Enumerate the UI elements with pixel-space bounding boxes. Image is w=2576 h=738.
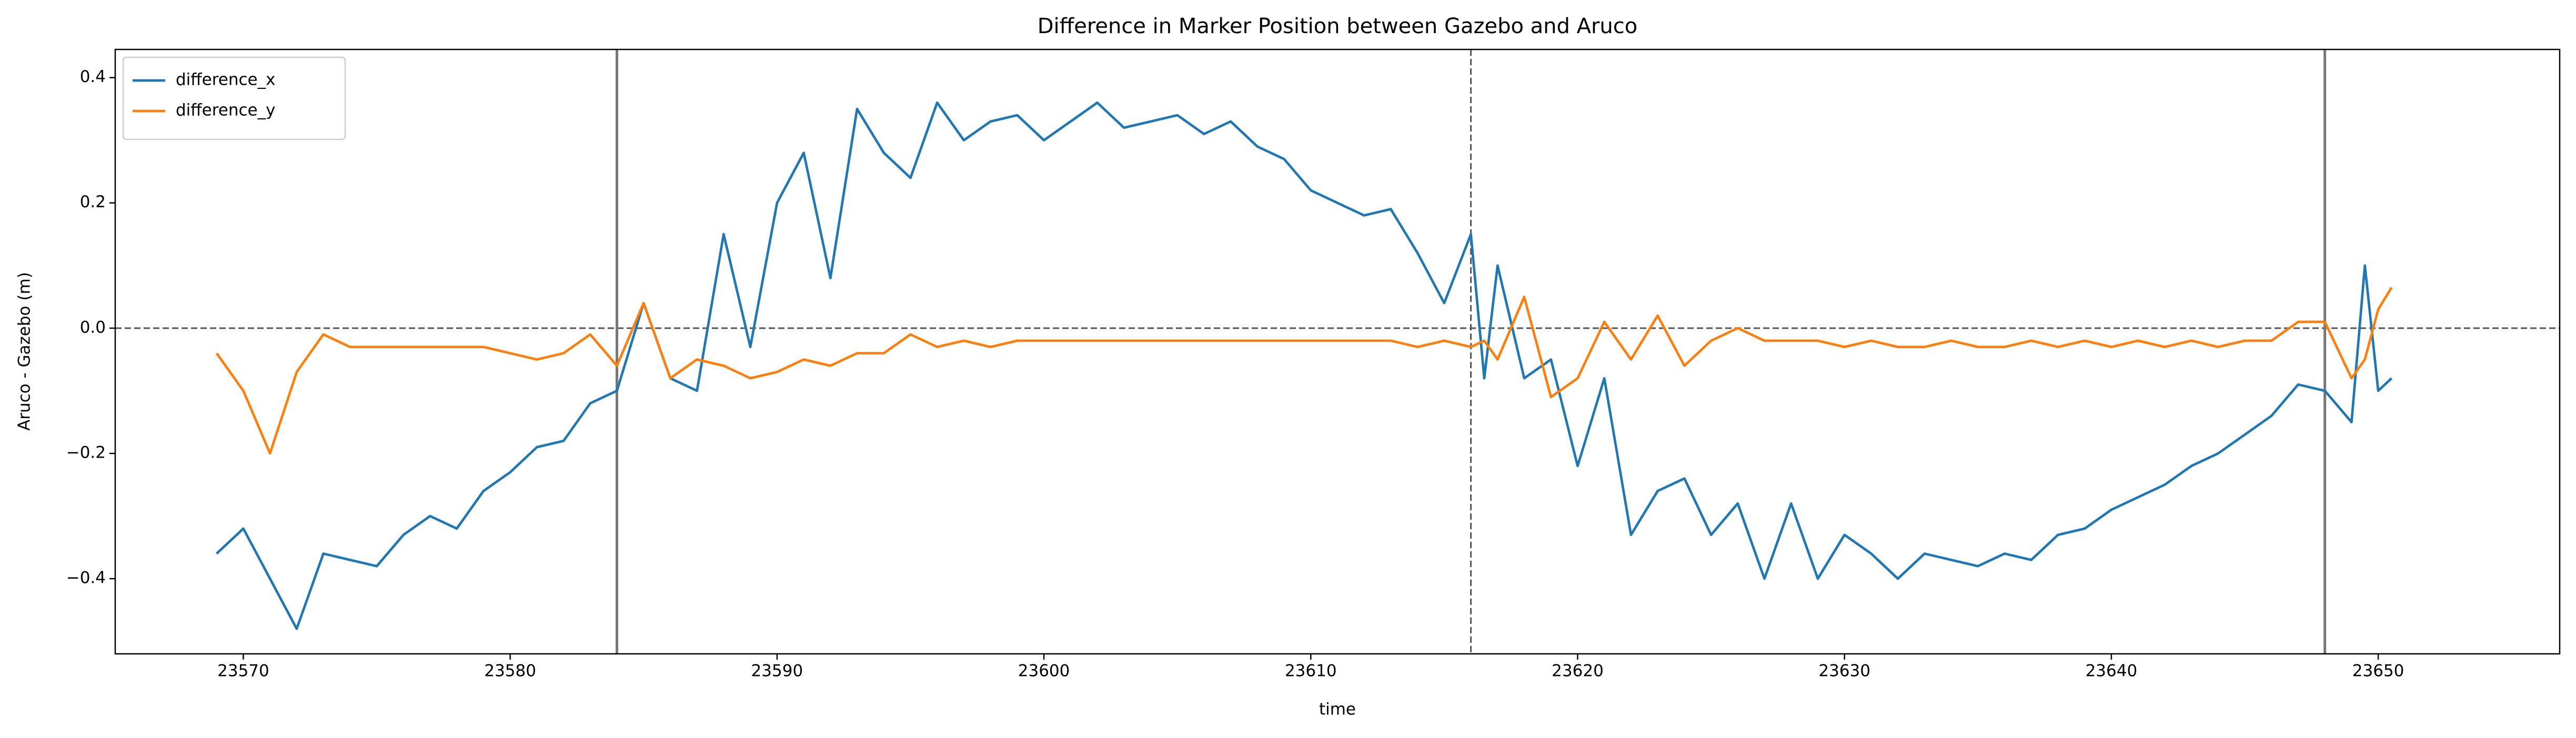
x-tick-label: 23630 [1818, 662, 1870, 681]
x-axis-label: time [1319, 700, 1356, 719]
x-tick-label: 23600 [1018, 662, 1070, 681]
plot-frame [114, 48, 2561, 655]
x-tick-label: 23570 [217, 662, 269, 681]
series-line [216, 101, 2393, 630]
y-tick-label: −0.2 [66, 443, 106, 462]
legend-box [122, 56, 346, 140]
legend-label: difference_x [176, 70, 275, 89]
x-tick-label: 23610 [1285, 662, 1337, 681]
x-tick-label: 23650 [2352, 662, 2404, 681]
legend-label: difference_y [176, 101, 275, 120]
x-tick-label: 23620 [1552, 662, 1604, 681]
y-axis-label: Aruco - Gazebo (m) [15, 272, 34, 431]
series-line [215, 287, 2393, 455]
y-tick-label: −0.4 [66, 569, 106, 588]
y-tick-label: 0.2 [80, 193, 106, 211]
x-tick-label: 23640 [2086, 662, 2138, 681]
x-tick-label: 23590 [751, 662, 803, 681]
chart-title: Difference in Marker Position between Ga… [1038, 14, 1638, 38]
x-tick-label: 23580 [484, 662, 536, 681]
y-tick-label: 0.0 [80, 318, 106, 337]
y-tick-label: 0.4 [80, 67, 106, 86]
